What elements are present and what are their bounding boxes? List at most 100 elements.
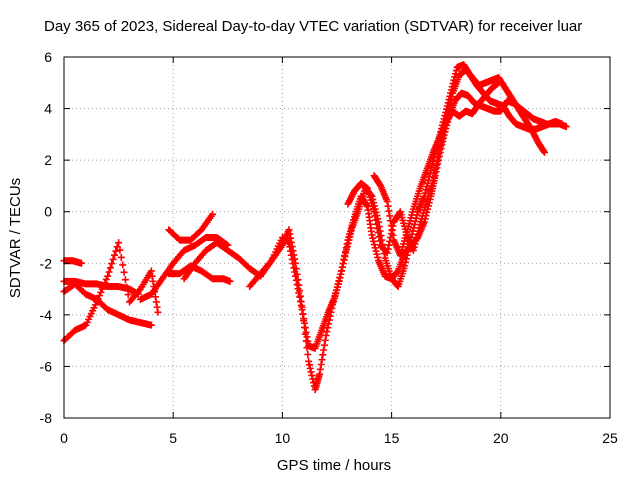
data-point — [414, 230, 422, 238]
data-point — [428, 163, 436, 171]
data-point — [336, 274, 344, 282]
data-point — [309, 375, 317, 383]
data-point — [447, 96, 455, 104]
data-point — [153, 303, 161, 311]
data-point — [429, 177, 437, 185]
data-point — [292, 259, 300, 267]
data-point — [291, 255, 299, 263]
data-point — [411, 240, 419, 248]
data-point — [324, 324, 332, 332]
data-point — [296, 293, 304, 301]
data-point — [347, 226, 355, 234]
y-tick-label: 2 — [44, 152, 52, 168]
data-point — [374, 229, 382, 237]
data-point — [452, 67, 460, 75]
data-point — [104, 272, 112, 280]
series-track-a — [60, 239, 162, 345]
data-point — [387, 222, 395, 230]
data-point — [299, 310, 307, 318]
data-point — [401, 262, 409, 270]
data-point — [294, 276, 302, 284]
data-point — [402, 258, 410, 266]
data-point — [374, 253, 382, 261]
data-point — [306, 364, 314, 372]
data-point — [226, 277, 234, 285]
data-point — [102, 275, 110, 283]
data-point — [345, 236, 353, 244]
data-point — [370, 237, 378, 245]
data-point — [327, 308, 335, 316]
data-point — [404, 248, 412, 256]
y-tick-label: -8 — [40, 410, 53, 426]
data-point — [105, 268, 113, 276]
data-point — [119, 261, 127, 269]
y-tick-label: 4 — [44, 101, 52, 117]
y-tick-label: 6 — [44, 49, 52, 65]
data-point — [121, 276, 129, 284]
data-point — [301, 323, 309, 331]
data-point — [106, 264, 114, 272]
data-point — [147, 267, 155, 275]
data-point — [296, 287, 304, 295]
data-point — [154, 308, 162, 316]
data-point — [292, 265, 300, 273]
y-tick-label: -6 — [40, 358, 53, 374]
axis-ticks: 0 5 10 15 20 25 -8 -6 -4 -2 0 2 4 6 — [40, 49, 618, 446]
data-point — [371, 212, 379, 220]
data-point — [290, 251, 298, 259]
data-point — [286, 230, 294, 238]
data-point — [295, 281, 303, 289]
chart-title: Day 365 of 2023, Sidereal Day-to-day VTE… — [44, 18, 582, 35]
x-tick-label: 0 — [60, 430, 68, 446]
data-point — [369, 234, 377, 242]
data-point — [413, 234, 421, 241]
series-track-f — [165, 262, 234, 285]
series-track-b — [60, 280, 155, 329]
data-point — [388, 226, 396, 234]
data-point — [386, 212, 394, 220]
data-points — [60, 61, 570, 394]
data-point — [316, 365, 324, 373]
data-point — [117, 253, 125, 261]
data-point — [323, 328, 331, 336]
series-track-e — [136, 234, 232, 303]
data-point — [432, 165, 440, 173]
data-point — [422, 186, 430, 194]
data-point — [317, 360, 325, 368]
data-point — [384, 245, 392, 253]
series-track-c — [60, 277, 142, 298]
data-point — [415, 224, 423, 232]
series-track-k — [370, 79, 503, 260]
y-tick-label: -4 — [40, 307, 53, 323]
data-point — [112, 247, 120, 255]
data-point — [373, 220, 381, 228]
data-point — [297, 298, 305, 306]
data-point — [287, 234, 295, 242]
data-point — [384, 202, 392, 210]
data-point — [116, 246, 124, 254]
data-point — [340, 256, 348, 264]
data-point — [151, 293, 159, 301]
data-point — [293, 270, 301, 278]
data-point — [325, 316, 333, 324]
data-point — [152, 298, 160, 306]
data-point — [389, 231, 397, 239]
data-point — [412, 237, 420, 245]
x-tick-label: 25 — [602, 430, 618, 446]
data-point — [433, 157, 441, 165]
data-point — [435, 150, 443, 158]
data-point — [320, 346, 328, 354]
data-point — [540, 147, 548, 155]
data-point — [115, 239, 123, 247]
y-tick-label: 0 — [44, 204, 52, 220]
data-point — [302, 337, 310, 345]
data-point — [372, 247, 380, 255]
data-point — [373, 224, 381, 232]
data-point — [445, 103, 453, 111]
data-point — [562, 123, 570, 131]
data-point — [335, 277, 343, 285]
data-point — [373, 250, 381, 258]
data-point — [341, 253, 349, 261]
data-point — [370, 208, 378, 216]
